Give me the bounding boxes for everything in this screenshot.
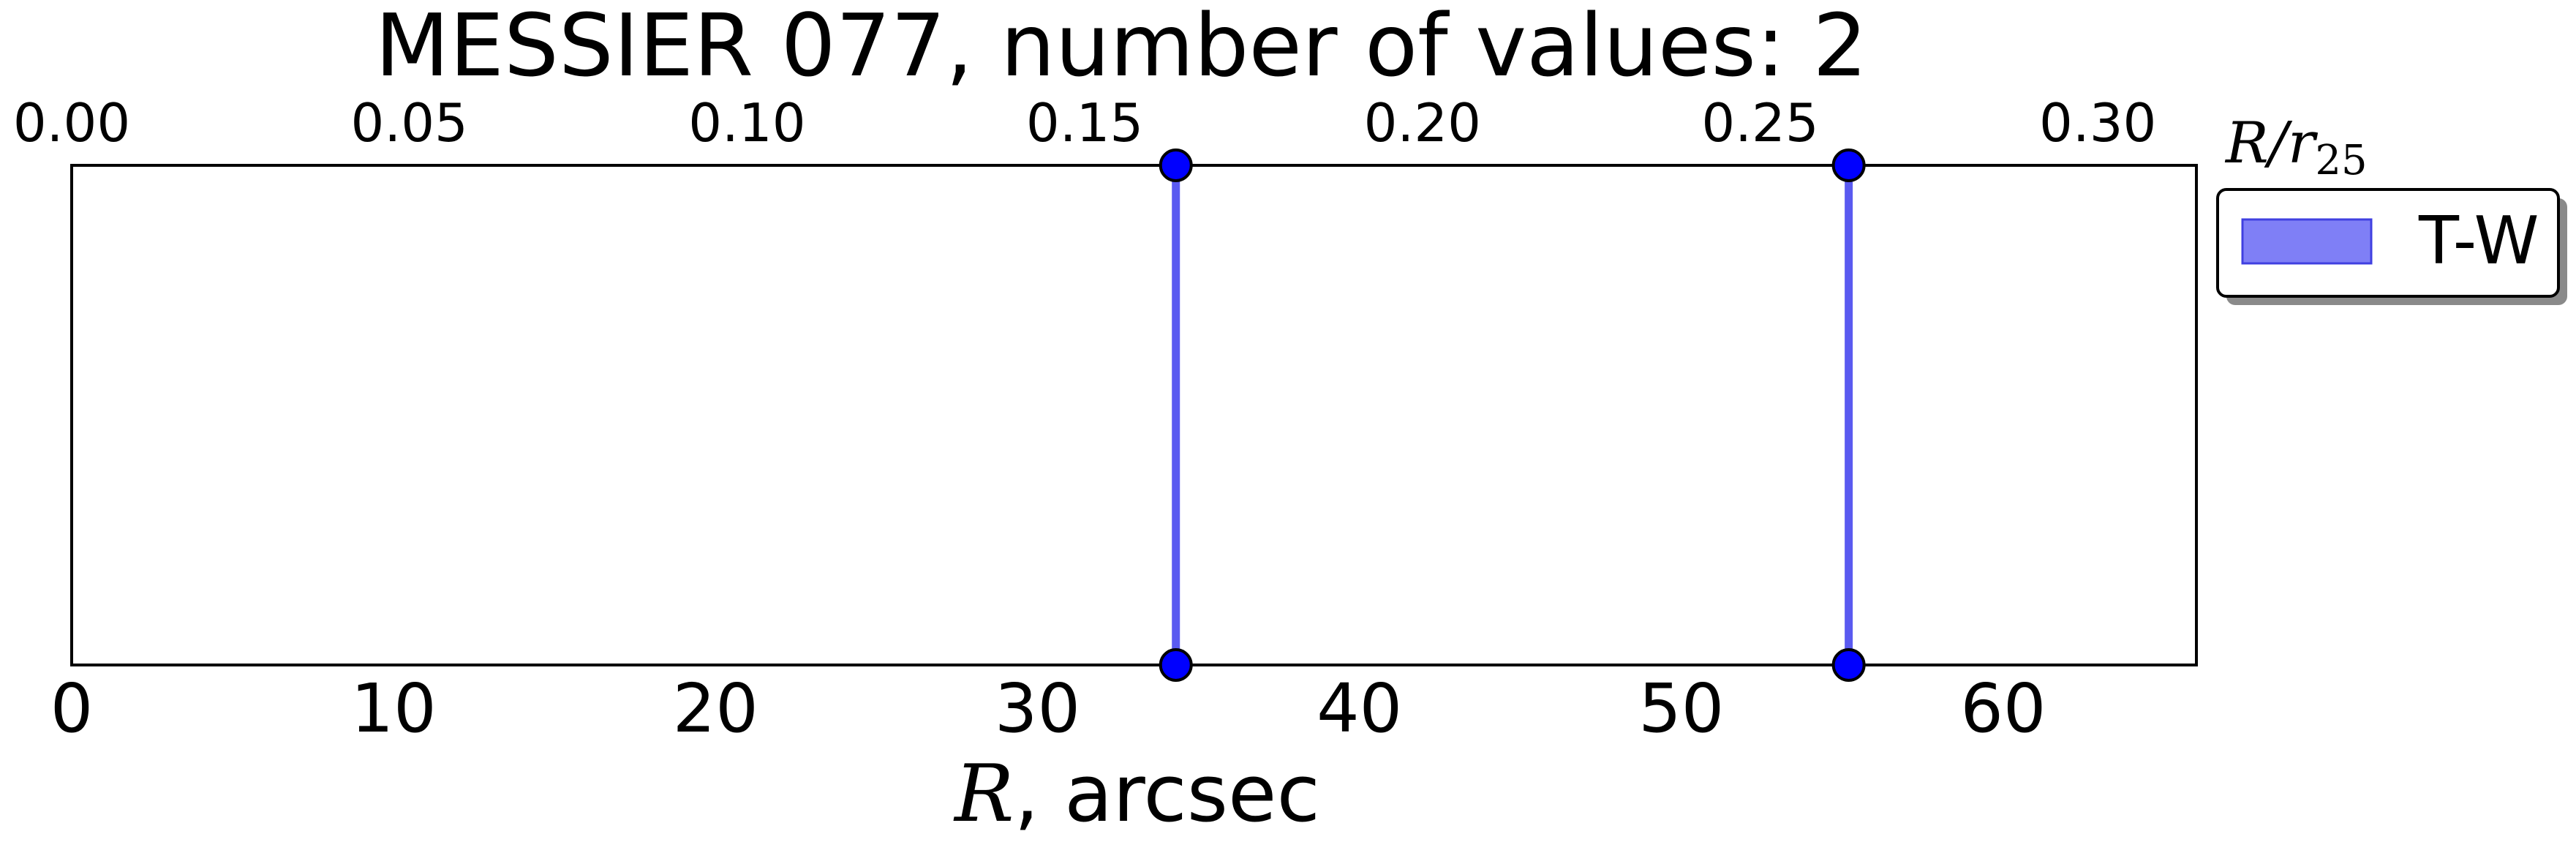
legend: T-W [2216, 188, 2567, 305]
bottom-axis-ticks: 0 10 20 30 40 50 60 [50, 653, 2046, 748]
bottom-tick-label: 10 [351, 669, 437, 748]
top-tick-label: 0.25 [1701, 92, 1818, 154]
top-tick-label: 0.15 [1026, 92, 1143, 154]
legend-box [2216, 188, 2560, 298]
top-tick-label: 0.00 [13, 92, 130, 154]
top-axis-label-r: r [2288, 110, 2319, 176]
bottom-tick-label: 0 [50, 669, 94, 748]
series-point-tw [1831, 149, 1866, 182]
bottom-tick-label: 50 [1638, 669, 1724, 748]
top-tick-label: 0.10 [688, 92, 805, 154]
top-tick-label: 0.20 [1364, 92, 1481, 154]
series-point-tw [1159, 149, 1193, 182]
x-axis-label: R, arcsec [953, 748, 1320, 840]
bottom-tick-label: 30 [995, 669, 1080, 748]
legend-swatch-tw [2241, 218, 2373, 265]
top-axis-label: R/r25 [2224, 110, 2368, 184]
top-axis-label-R: R [2224, 110, 2269, 176]
bottom-tick-label: 60 [1960, 669, 2046, 748]
bottom-tick-label: 40 [1317, 669, 1402, 748]
top-tick-label: 0.05 [351, 92, 468, 154]
series-point-tw [1831, 648, 1866, 682]
bottom-tick-label: 20 [673, 669, 758, 748]
x-axis-label-units: , arcsec [1014, 748, 1319, 840]
top-axis-label-subscript: 25 [2315, 137, 2367, 184]
top-axis-ticks: 0.00 0.05 0.10 0.15 0.20 0.25 0.30 [13, 92, 2156, 177]
chart-title: MESSIER 077, number of values: 2 [375, 0, 1868, 96]
plot-area [70, 164, 2198, 666]
series-point-tw [1159, 648, 1193, 682]
x-axis-label-symbol: R [953, 748, 1014, 840]
top-tick-label: 0.30 [2039, 92, 2156, 154]
legend-label-tw: T-W [2418, 203, 2539, 279]
series-layer [1159, 149, 1866, 682]
